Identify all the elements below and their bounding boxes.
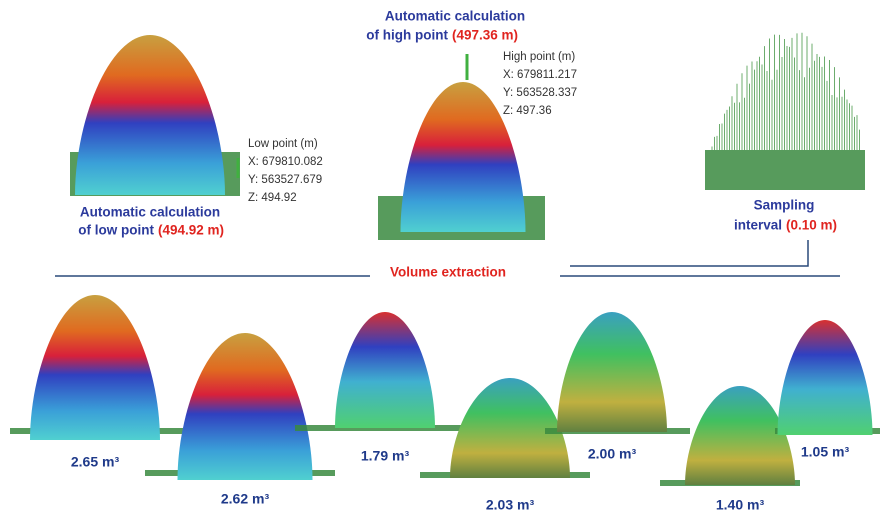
low-caption-line2: of low point (78, 223, 154, 238)
volume-label: 2.03 m³ (486, 497, 535, 513)
mound (75, 35, 225, 195)
mound (557, 312, 667, 432)
artwork (10, 33, 880, 486)
low-caption: Automatic calculation (80, 205, 220, 220)
high-y: Y: 563528.337 (503, 87, 577, 99)
low-label: Low point (m) (248, 138, 318, 150)
mound (685, 386, 795, 485)
bracket (570, 240, 808, 266)
high-x: X: 679811.217 (503, 69, 577, 81)
high-label: High point (m) (503, 51, 575, 63)
mound (30, 295, 160, 440)
low-y: Y: 563527.679 (248, 174, 322, 186)
volume-label: 2.65 m³ (71, 454, 120, 470)
high-z: Z: 497.36 (503, 105, 552, 117)
low-x: X: 679810.082 (248, 156, 323, 168)
figure: Automatic calculation of low point (494.… (0, 0, 884, 517)
mound (335, 312, 435, 428)
sampling-caption-line2: interval (734, 218, 782, 233)
divider-label: Volume extraction (390, 265, 506, 280)
high-caption-line2: of high point (366, 28, 448, 43)
ground (705, 150, 865, 190)
low-value: (494.92 m) (158, 223, 224, 238)
volume-label: 1.40 m³ (716, 497, 765, 513)
high-value: (497.36 m) (452, 28, 518, 43)
volume-label: 2.00 m³ (588, 446, 637, 462)
volume-label: 1.05 m³ (801, 444, 850, 460)
sampling-value: (0.10 m) (786, 218, 837, 233)
sampling-caption: Sampling (754, 198, 815, 213)
mound (178, 333, 313, 480)
volume-label: 1.79 m³ (361, 448, 410, 464)
mound (778, 320, 873, 435)
low-z: Z: 494.92 (248, 192, 297, 204)
high-caption: Automatic calculation (385, 9, 525, 24)
volume-label: 2.62 m³ (221, 491, 270, 507)
